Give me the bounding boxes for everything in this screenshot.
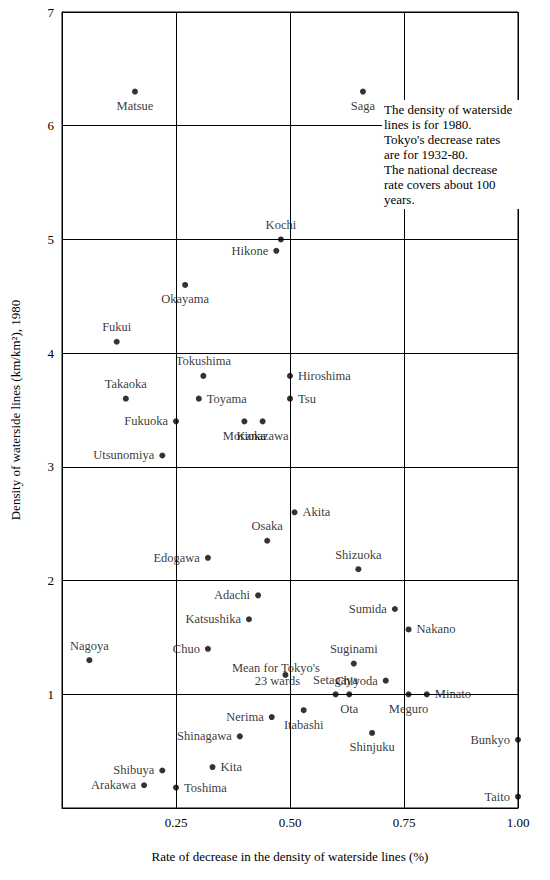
svg-text:lines is for 1980.: lines is for 1980.: [384, 117, 471, 132]
svg-text:Arakawa: Arakawa: [91, 778, 137, 792]
svg-text:Density of waterside lines (km: Density of waterside lines (km/km²), 198…: [8, 300, 23, 521]
svg-text:Meguro: Meguro: [389, 702, 429, 716]
svg-text:Toyama: Toyama: [207, 392, 248, 406]
svg-text:0.50: 0.50: [279, 815, 302, 830]
svg-text:Shinjuku: Shinjuku: [350, 740, 396, 754]
svg-text:3: 3: [48, 459, 55, 474]
svg-text:Shinagawa: Shinagawa: [177, 729, 232, 743]
svg-text:Mean for Tokyo's: Mean for Tokyo's: [232, 661, 323, 675]
svg-text:1.00: 1.00: [507, 815, 530, 830]
svg-text:Sumida: Sumida: [349, 602, 388, 616]
svg-text:6: 6: [48, 118, 55, 133]
svg-text:Taito: Taito: [484, 790, 510, 804]
svg-text:years.: years.: [384, 192, 415, 207]
svg-text:Takaoka: Takaoka: [105, 377, 148, 391]
svg-text:2: 2: [48, 573, 55, 588]
svg-text:are for 1932-80.: are for 1932-80.: [384, 147, 468, 162]
svg-text:Itabashi: Itabashi: [284, 718, 324, 732]
svg-text:Osaka: Osaka: [252, 519, 284, 533]
svg-text:0.75: 0.75: [393, 815, 416, 830]
svg-text:Minato: Minato: [435, 687, 471, 701]
svg-text:Suginami: Suginami: [330, 642, 378, 656]
svg-text:Saga: Saga: [351, 99, 376, 113]
svg-text:Setagaya: Setagaya: [313, 673, 359, 687]
svg-text:The density of waterside: The density of waterside: [384, 102, 515, 117]
svg-text:rate covers about 100: rate covers about 100: [384, 177, 499, 192]
svg-text:Akita: Akita: [303, 505, 331, 519]
svg-text:Bunkyo: Bunkyo: [470, 733, 510, 747]
svg-text:0.25: 0.25: [165, 815, 188, 830]
svg-text:5: 5: [48, 232, 55, 247]
svg-text:23 wards: 23 wards: [255, 674, 301, 688]
svg-text:Hikone: Hikone: [232, 244, 269, 258]
svg-text:Fukuoka: Fukuoka: [124, 414, 168, 428]
svg-text:Kochi: Kochi: [266, 218, 297, 232]
svg-text:7: 7: [48, 5, 55, 20]
svg-text:Nagoya: Nagoya: [70, 639, 109, 653]
svg-text:1: 1: [48, 687, 55, 702]
svg-text:Chuo: Chuo: [173, 642, 200, 656]
svg-text:Katsushika: Katsushika: [185, 612, 241, 626]
svg-text:Nakano: Nakano: [417, 622, 456, 636]
svg-text:The national decrease: The national decrease: [384, 162, 501, 177]
svg-text:Nerima: Nerima: [226, 710, 264, 724]
svg-text:Kanazawa: Kanazawa: [237, 429, 289, 443]
svg-text:Shibuya: Shibuya: [113, 763, 154, 777]
svg-text:Tsu: Tsu: [298, 392, 317, 406]
svg-text:Kita: Kita: [220, 760, 242, 774]
svg-text:Rate of decrease in the densit: Rate of decrease in the density of water…: [152, 849, 429, 864]
svg-text:Toshima: Toshima: [184, 781, 227, 795]
svg-text:Okayama: Okayama: [161, 292, 209, 306]
svg-text:4: 4: [48, 346, 55, 361]
svg-text:Shizuoka: Shizuoka: [335, 548, 382, 562]
svg-text:Edogawa: Edogawa: [153, 551, 200, 565]
svg-text:Fukui: Fukui: [102, 320, 132, 334]
svg-text:Hiroshima: Hiroshima: [298, 369, 351, 383]
svg-text:Matsue: Matsue: [117, 99, 154, 113]
svg-text:Tokyo's decrease rates: Tokyo's decrease rates: [384, 132, 503, 147]
svg-text:Utsunomiya: Utsunomiya: [93, 448, 155, 462]
svg-text:Tokushima: Tokushima: [176, 354, 232, 368]
svg-text:Ota: Ota: [340, 702, 359, 716]
svg-text:Adachi: Adachi: [214, 588, 251, 602]
